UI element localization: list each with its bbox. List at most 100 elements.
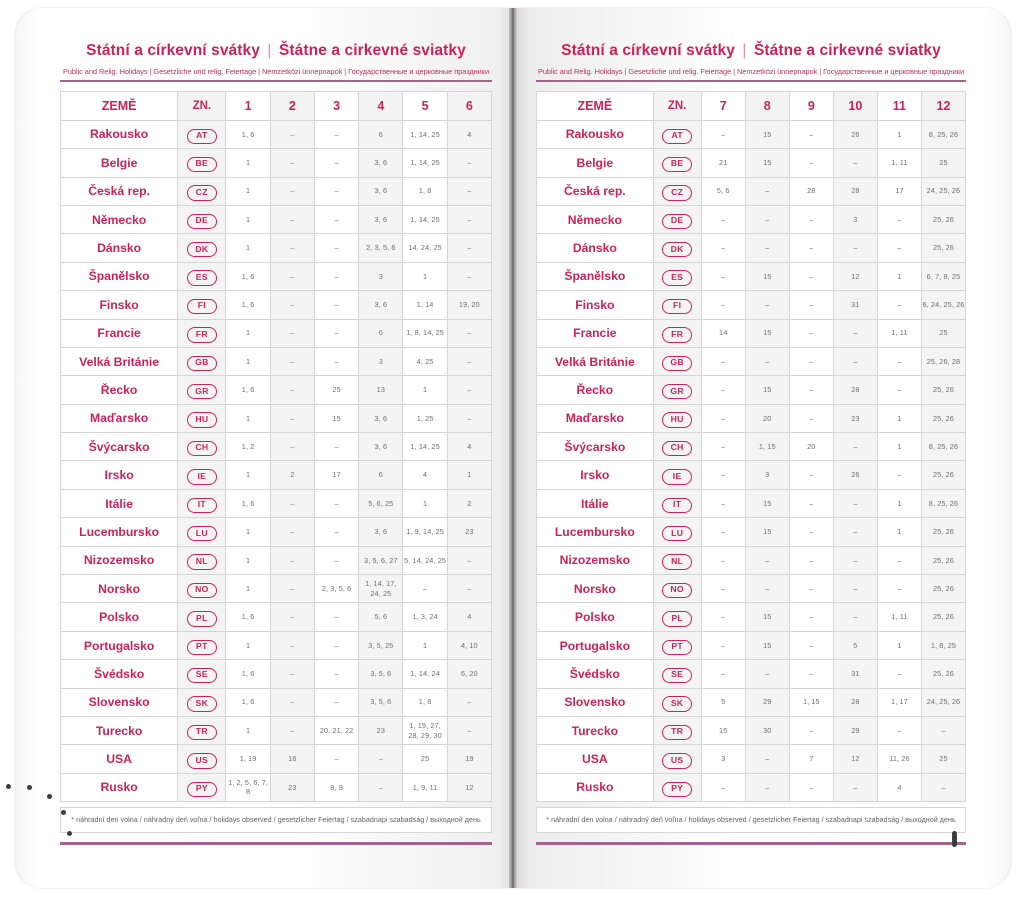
page-left: Státní a církevní svátky | Štátne a cirk…: [16, 8, 514, 888]
table-row: Dánsko DK – – – – –25, 26: [536, 233, 967, 263]
country-code-cell: NL: [652, 545, 702, 576]
country-name: Velká Británie: [536, 346, 654, 377]
holiday-cell: 1, 15: [744, 432, 790, 462]
holiday-cell: 14, 24, 25: [402, 233, 448, 263]
page-subtitle-right: Public and Relig. Holidays | Gesetzliche…: [537, 67, 965, 76]
holiday-cell: 3, 5, 6: [358, 659, 404, 689]
country-name: Španělsko: [59, 261, 179, 292]
holiday-cell: 3: [700, 744, 746, 774]
country-code-badge: CZ: [186, 185, 217, 201]
country-code-badge: LU: [662, 526, 693, 542]
holiday-cell: 25: [402, 744, 448, 774]
table-body-left: Rakousko AT 1, 6– –6 1, 14, 25 4 Belgie BE 1– –3,…: [59, 119, 493, 803]
holiday-cell: 1: [225, 318, 271, 348]
country-code-cell: PY: [652, 772, 702, 803]
country-code-cell: SK: [652, 687, 702, 717]
table-row: USA US 3–7 12 11, 26 25: [536, 744, 967, 774]
holiday-cell: 29: [832, 715, 878, 746]
holiday-cell: –: [788, 460, 834, 490]
holiday-cell: 3: [832, 204, 878, 235]
country-code-badge: GR: [186, 384, 217, 400]
holiday-cell: 1, 11: [876, 148, 922, 178]
country-code-badge: NO: [186, 582, 217, 599]
holiday-cell: –: [700, 460, 746, 490]
footnote-text: * náhradní den volna / náhradný deň voľn…: [71, 816, 481, 825]
holiday-cell: –: [313, 488, 360, 519]
country-code-badge: SE: [186, 667, 217, 684]
country-code-cell: GR: [652, 375, 702, 405]
holiday-cell: –: [446, 574, 493, 604]
holiday-cell: 3: [358, 346, 404, 377]
country-code-badge: DE: [662, 213, 693, 230]
holiday-cell: –: [832, 318, 878, 348]
holiday-cell: 12: [832, 744, 878, 774]
country-code-badge: FI: [662, 298, 693, 315]
country-code-cell: HU: [177, 403, 227, 434]
table-row: Rusko PY 1, 2, 5, 6, 7, 8 23 8, 9–1, 9, 11 12: [59, 772, 493, 803]
holiday-cell: 31: [832, 290, 878, 320]
country-code-badge: PY: [186, 781, 217, 797]
table-row: Finsko FI 1, 6– –3, 6 1, 14 19, 20: [59, 290, 493, 320]
country-name: USA: [536, 744, 654, 774]
country-name: Itálie: [536, 488, 654, 519]
holiday-cell: 23: [358, 715, 404, 746]
table-row: Německo DE – – –3–25, 26: [536, 204, 967, 235]
holiday-cell: 1, 17: [876, 687, 922, 717]
holiday-cell: 3, 5, 6, 27: [358, 545, 404, 576]
holiday-cell: 25: [920, 318, 967, 348]
table-row: Polsko PL 1, 6– –5, 6 1, 3, 24 4: [59, 602, 493, 632]
table-row: Francie FR 1– –6 1, 8, 14, 25–: [59, 318, 493, 348]
holiday-cell: –: [876, 460, 922, 490]
holiday-cell: 1, 11: [876, 318, 922, 348]
country-name: Lucembursko: [536, 517, 654, 547]
holiday-cell: –: [744, 233, 790, 263]
holiday-cell: 4: [446, 602, 493, 632]
country-code-badge: LU: [186, 526, 217, 542]
holiday-cell: –: [313, 602, 360, 632]
table-row: Polsko PL –15– –1, 11 25, 26: [536, 602, 967, 632]
holiday-cell: 1, 6: [225, 488, 271, 519]
table-row: Švýcarsko CH –1, 15 20–1 8, 25, 26: [536, 432, 967, 462]
table-row: Irsko IE –3–26–25, 26: [536, 460, 967, 490]
holiday-cell: 28: [832, 375, 878, 405]
holiday-cell: –: [700, 261, 746, 292]
country-code-cell: DK: [177, 233, 227, 263]
holiday-cell: 1: [225, 346, 271, 377]
holiday-cell: –: [788, 119, 834, 150]
header-row: ZEMĚ ZN. 7 8 9 10 11 12: [536, 91, 967, 121]
holiday-cell: 1, 9, 14, 25: [402, 517, 448, 547]
table-header-right: ZEMĚ ZN. 7 8 9 10 11 12: [536, 91, 967, 121]
country-code-cell: IT: [177, 488, 227, 519]
page-title: Státní a církevní svátky | Štátne a cirk…: [60, 42, 492, 60]
holidays-table-left: ZEMĚ ZN. 1 2 3 4 5 6 Rakousko AT 1, 6– –6 1,…: [59, 91, 493, 803]
country-code-cell: FI: [177, 290, 227, 320]
country-name: Maďarsko: [536, 403, 654, 434]
country-name: Rakousko: [59, 119, 179, 150]
country-code-badge: BE: [186, 156, 217, 173]
holiday-cell: 1, 3, 24: [402, 602, 448, 632]
holiday-cell: –: [446, 375, 493, 405]
table-row: Portugalsko PT 1– –3, 5, 25 1 4, 10: [59, 630, 493, 661]
holiday-cell: –: [700, 772, 746, 803]
country-code-cell: PL: [177, 602, 227, 632]
holiday-cell: –: [832, 574, 878, 604]
holiday-cell: 1, 14, 25: [402, 148, 448, 178]
holiday-cell: –: [269, 517, 315, 547]
country-name: Řecko: [536, 375, 654, 405]
country-name: Finsko: [59, 290, 179, 320]
country-code-badge: ES: [662, 270, 693, 286]
country-code-badge: TR: [186, 724, 217, 741]
holiday-cell: –: [832, 488, 878, 519]
holiday-cell: 20: [788, 432, 834, 462]
column-header-month-8: 8: [744, 91, 790, 121]
holiday-cell: 23: [269, 772, 315, 803]
column-header-month-1: 1: [225, 91, 271, 121]
holiday-cell: 1: [225, 517, 271, 547]
holiday-cell: 1: [402, 261, 448, 292]
holiday-cell: 25, 26: [920, 403, 967, 434]
country-code-badge: CH: [186, 440, 217, 457]
country-code-badge: CZ: [662, 185, 693, 201]
country-code-badge: BE: [662, 156, 693, 173]
country-name: Turecko: [59, 715, 179, 746]
